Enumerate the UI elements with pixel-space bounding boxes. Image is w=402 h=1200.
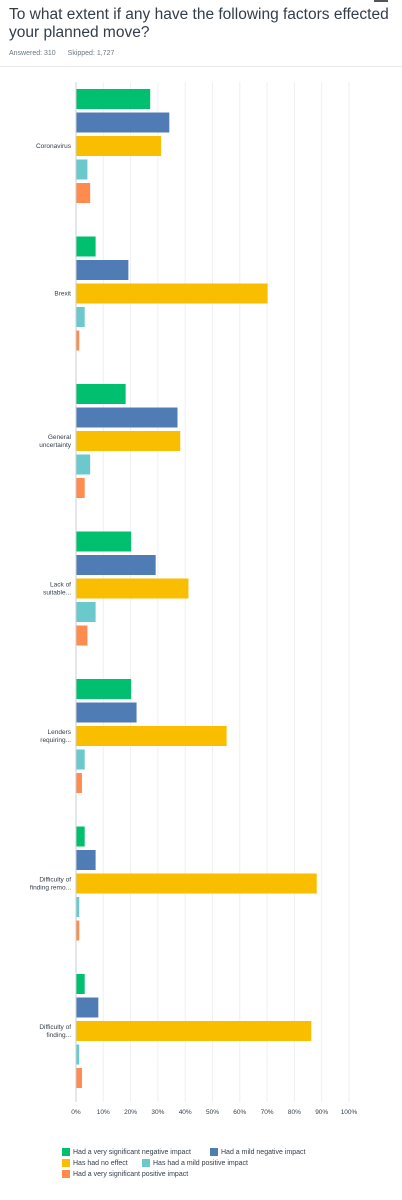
bar xyxy=(76,679,132,699)
x-tick-label: 50% xyxy=(206,1109,219,1116)
bar xyxy=(76,602,96,622)
bar xyxy=(76,1021,312,1041)
bar xyxy=(76,307,85,327)
legend-item: Had a mild negative impact xyxy=(210,1148,305,1156)
bar xyxy=(76,384,126,404)
x-tick-label: 100% xyxy=(341,1109,358,1116)
bar xyxy=(76,260,129,280)
bar xyxy=(76,89,151,109)
legend-label: Has had a mild positive impact xyxy=(153,1159,248,1167)
bar xyxy=(76,749,85,770)
legend-label: Had a very significant negative impact xyxy=(73,1148,191,1156)
legend-item: Had a very significant positive impact xyxy=(62,1170,188,1178)
bar xyxy=(76,407,178,428)
legend-swatch xyxy=(142,1159,150,1167)
x-tick-label: 10% xyxy=(97,1109,110,1116)
x-tick-label: 80% xyxy=(288,1109,301,1116)
category-label: requiring... xyxy=(40,737,71,744)
category-label: Coronavirus xyxy=(36,143,72,150)
legend-swatch xyxy=(210,1148,218,1156)
bar xyxy=(76,897,80,917)
category-label: finding remo... xyxy=(30,885,71,892)
x-tick-label: 90% xyxy=(315,1109,328,1116)
bar xyxy=(76,236,96,257)
bar xyxy=(76,431,181,451)
category-label: suitable... xyxy=(43,590,71,597)
legend-swatch xyxy=(62,1170,70,1178)
response-counts: Answered: 310 Skipped: 1,727 xyxy=(9,50,124,57)
category-label: finding... xyxy=(46,1032,71,1039)
category-label: General xyxy=(48,434,72,441)
bar xyxy=(76,1044,80,1065)
bar xyxy=(76,974,85,994)
bar xyxy=(76,850,96,870)
bar xyxy=(76,531,132,552)
category-label: Difficulty of xyxy=(39,1024,71,1031)
x-tick-label: 40% xyxy=(179,1109,192,1116)
x-tick-label: 0% xyxy=(71,1109,81,1116)
legend-item: Had a very significant negative impact xyxy=(62,1148,191,1156)
x-tick-label: 30% xyxy=(151,1109,164,1116)
category-label: Lack of xyxy=(50,582,71,589)
bar xyxy=(76,726,227,746)
legend-swatch xyxy=(62,1148,70,1156)
bar xyxy=(76,702,137,723)
answered-count: Answered: 310 xyxy=(9,50,56,57)
bar xyxy=(76,578,189,599)
bar xyxy=(76,920,80,941)
legend-label: Had a mild negative impact xyxy=(221,1148,306,1156)
header-divider xyxy=(0,66,402,67)
legend-item: Has had no effect xyxy=(62,1159,128,1167)
category-label: uncertainty xyxy=(39,442,72,449)
x-tick-label: 20% xyxy=(124,1109,137,1116)
x-tick-label: 70% xyxy=(261,1109,274,1116)
bar xyxy=(76,454,91,475)
bar xyxy=(76,478,85,498)
legend-swatch xyxy=(62,1159,70,1167)
bar xyxy=(76,625,88,646)
bar xyxy=(76,826,85,847)
skipped-count: Skipped: 1,727 xyxy=(67,50,115,57)
question-title: To what extent if any have the following… xyxy=(9,6,389,41)
bar xyxy=(76,136,162,156)
category-label: Brexit xyxy=(54,291,71,298)
bar xyxy=(76,773,82,793)
bar xyxy=(76,112,170,133)
category-label: Lenders xyxy=(48,729,72,736)
legend-item: Has had a mild positive impact xyxy=(142,1159,248,1167)
bar xyxy=(76,283,268,304)
corner-mark xyxy=(374,0,388,2)
legend-label: Has had no effect xyxy=(73,1159,128,1167)
bar xyxy=(76,183,91,203)
bar xyxy=(76,873,317,894)
bar xyxy=(76,555,156,575)
bar xyxy=(76,997,99,1018)
bar xyxy=(76,159,88,180)
bar xyxy=(76,1068,82,1088)
legend-label: Had a very significant positive impact xyxy=(73,1170,189,1178)
bar xyxy=(76,330,80,351)
category-label: Difficulty of xyxy=(39,877,71,884)
x-tick-label: 60% xyxy=(233,1109,246,1116)
